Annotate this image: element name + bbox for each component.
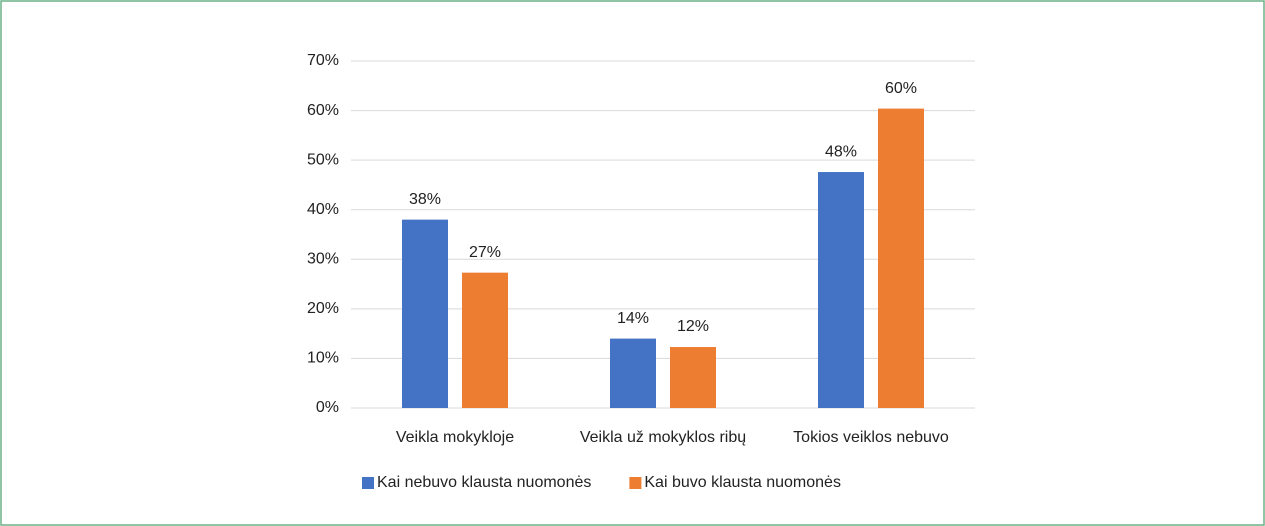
y-tick-label: 30% <box>307 251 339 268</box>
data-label: 12% <box>677 318 709 335</box>
data-label: 27% <box>469 244 501 261</box>
data-label: 60% <box>885 80 917 97</box>
data-label: 14% <box>617 310 649 327</box>
y-tick-label: 20% <box>307 300 339 317</box>
y-tick-label: 60% <box>307 102 339 119</box>
y-tick-label: 50% <box>307 151 339 168</box>
y-tick-label: 70% <box>307 52 339 69</box>
legend-swatch <box>629 477 642 489</box>
bar <box>818 172 864 408</box>
bar <box>610 338 656 408</box>
legend-label: Kai buvo klausta nuomonės <box>644 474 841 491</box>
x-tick-label: Veikla mokykloje <box>396 429 514 446</box>
bar <box>402 219 448 408</box>
data-label: 48% <box>825 143 857 160</box>
bar <box>878 108 924 409</box>
bar <box>670 347 716 408</box>
legend-label: Kai nebuvo klausta nuomonės <box>377 474 591 491</box>
legend-swatch <box>362 477 374 489</box>
data-label: 38% <box>409 191 441 208</box>
y-tick-label: 10% <box>307 350 339 367</box>
y-tick-label: 0% <box>316 399 339 416</box>
y-tick-label: 40% <box>307 201 339 218</box>
x-tick-label: Veikla už mokyklos ribų <box>580 429 746 446</box>
x-tick-label: Tokios veiklos nebuvo <box>793 429 949 446</box>
bar <box>462 272 508 408</box>
